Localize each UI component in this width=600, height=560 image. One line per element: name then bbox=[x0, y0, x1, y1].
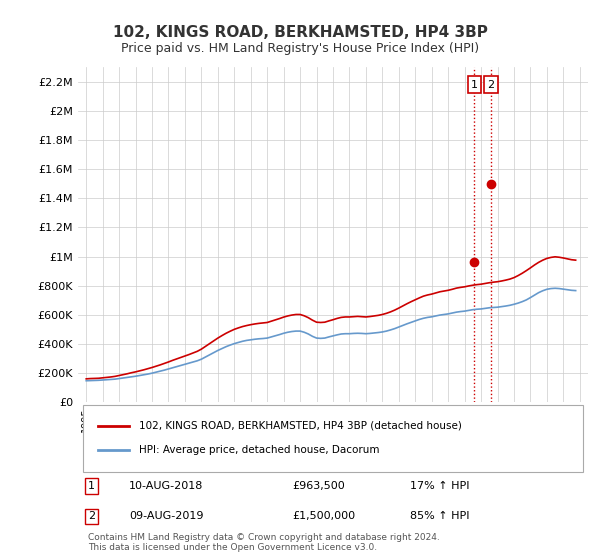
Text: 2: 2 bbox=[88, 511, 95, 521]
Text: 10-AUG-2018: 10-AUG-2018 bbox=[129, 481, 203, 491]
Text: 1: 1 bbox=[88, 481, 95, 491]
FancyBboxPatch shape bbox=[83, 405, 583, 472]
Text: 2: 2 bbox=[487, 80, 494, 90]
Text: Price paid vs. HM Land Registry's House Price Index (HPI): Price paid vs. HM Land Registry's House … bbox=[121, 42, 479, 55]
Text: 102, KINGS ROAD, BERKHAMSTED, HP4 3BP (detached house): 102, KINGS ROAD, BERKHAMSTED, HP4 3BP (d… bbox=[139, 421, 462, 431]
Text: 1: 1 bbox=[471, 80, 478, 90]
Text: 85% ↑ HPI: 85% ↑ HPI bbox=[409, 511, 469, 521]
Text: HPI: Average price, detached house, Dacorum: HPI: Average price, detached house, Daco… bbox=[139, 445, 380, 455]
Text: Contains HM Land Registry data © Crown copyright and database right 2024.
This d: Contains HM Land Registry data © Crown c… bbox=[88, 533, 440, 552]
Text: £963,500: £963,500 bbox=[292, 481, 345, 491]
Text: 17% ↑ HPI: 17% ↑ HPI bbox=[409, 481, 469, 491]
Text: 102, KINGS ROAD, BERKHAMSTED, HP4 3BP: 102, KINGS ROAD, BERKHAMSTED, HP4 3BP bbox=[113, 25, 487, 40]
Text: 09-AUG-2019: 09-AUG-2019 bbox=[129, 511, 203, 521]
Text: £1,500,000: £1,500,000 bbox=[292, 511, 355, 521]
